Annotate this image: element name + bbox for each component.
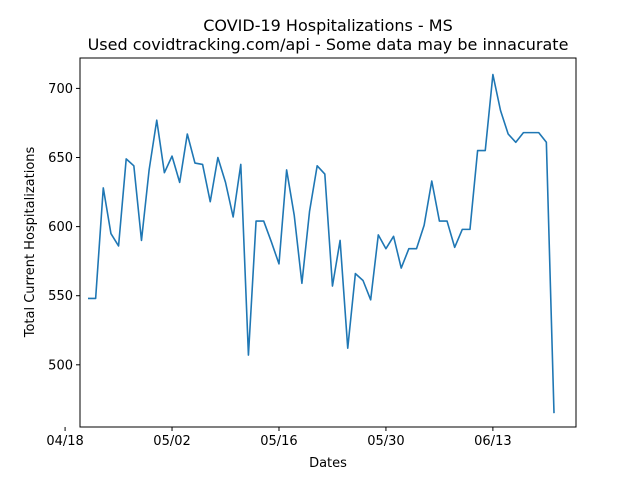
- y-axis-label: Total Current Hospitalizations: [23, 146, 38, 338]
- x-tick-label: 06/13: [474, 434, 511, 449]
- y-tick-label: 700: [48, 82, 73, 97]
- x-axis-ticks: 04/18 05/02 05/16 05/30 06/13: [46, 427, 512, 449]
- chart-title: COVID-19 Hospitalizations - MS: [203, 16, 453, 35]
- x-axis-label: Dates: [309, 456, 347, 471]
- y-axis-ticks: 500 550 600 650 700: [48, 82, 80, 373]
- y-tick-label: 500: [48, 358, 73, 373]
- axes-frame: [79, 57, 577, 428]
- x-tick-label: 05/02: [153, 434, 190, 449]
- plot-area: 04/18 05/02 05/16 05/30 06/13 500 550 600 650 70…: [46, 57, 577, 449]
- chart-subtitle: Used covidtracking.com/api - Some data m…: [88, 35, 569, 54]
- x-tick-label: 05/30: [367, 434, 404, 449]
- series-line-1: [88, 73, 555, 414]
- y-tick-label: 550: [48, 289, 73, 304]
- x-tick-label: 04/18: [46, 434, 83, 449]
- series-layer: [88, 73, 555, 414]
- y-tick-label: 650: [48, 151, 73, 166]
- y-tick-label: 600: [48, 220, 73, 235]
- x-tick-label: 05/16: [260, 434, 297, 449]
